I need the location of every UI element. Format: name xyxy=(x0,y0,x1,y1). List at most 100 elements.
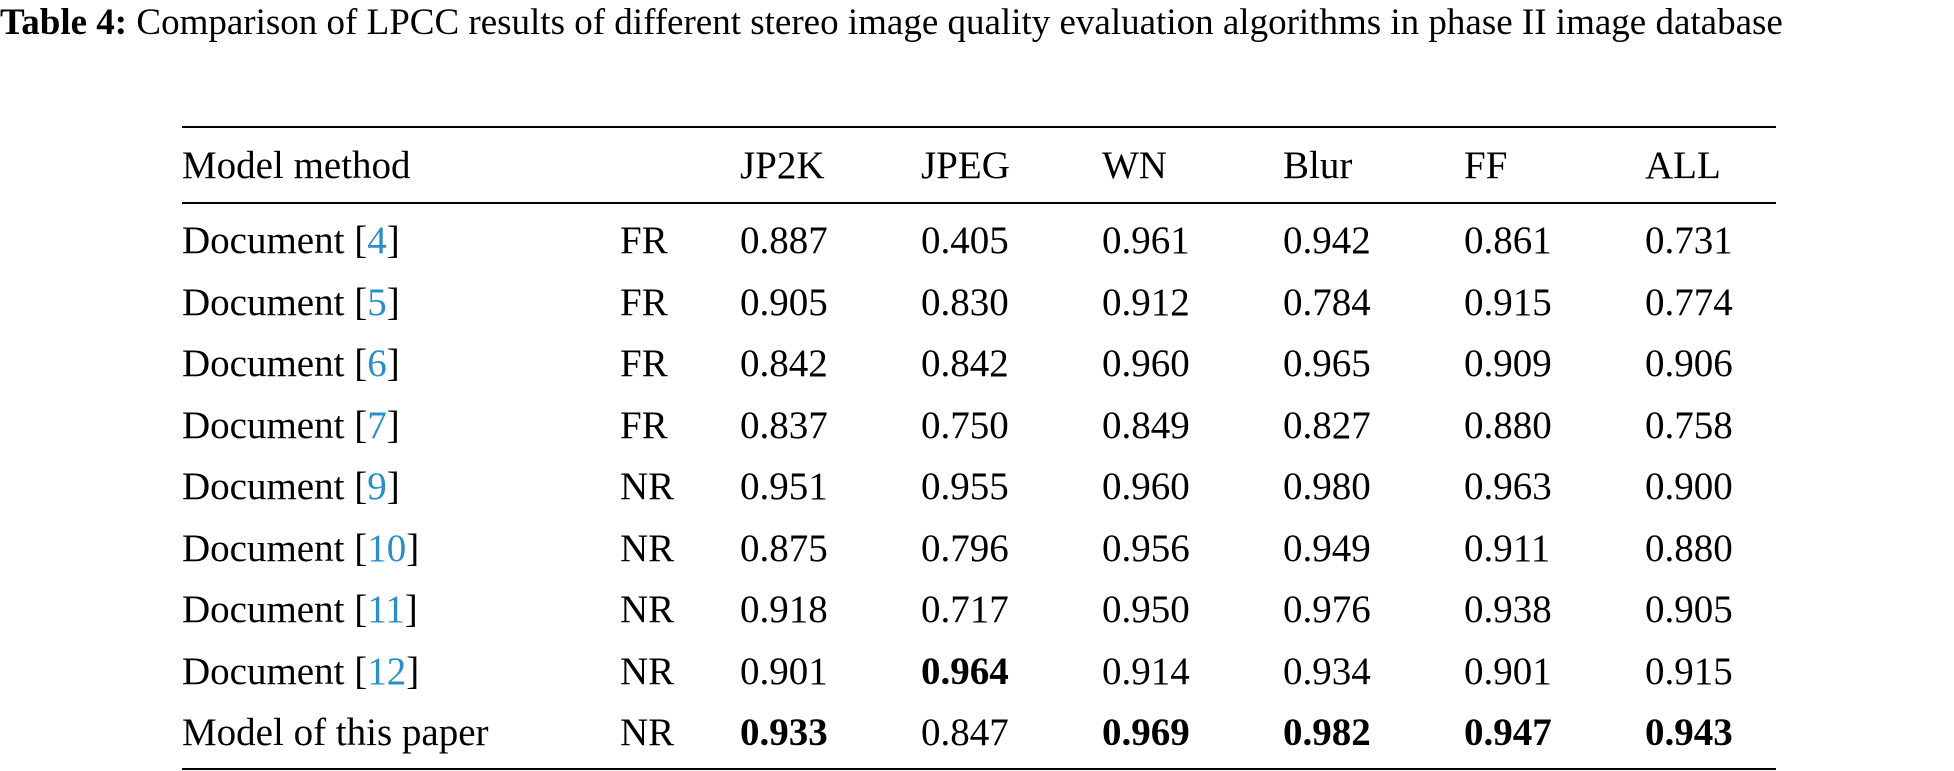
value-cell-jpeg: 0.750 xyxy=(921,403,1009,447)
value-cell-wn: 0.914 xyxy=(1102,649,1190,693)
citation-bracket-open: [ xyxy=(354,649,368,693)
citation-bracket-open: [ xyxy=(354,219,368,263)
citation-bracket-open: [ xyxy=(354,280,368,324)
model-method-cell: Document [11] xyxy=(182,579,620,641)
model-method-name: Document xyxy=(182,342,355,386)
header-jpeg: JPEG xyxy=(921,143,1010,187)
value-cell-wn: 0.950 xyxy=(1102,588,1190,632)
reference-type-cell: FR xyxy=(620,219,668,263)
table-row: Document [12] NR 0.901 0.964 0.914 0.934 0.901… xyxy=(182,641,1776,703)
reference-type-cell: FR xyxy=(620,403,668,447)
citation-bracket-close: ] xyxy=(386,219,400,263)
reference-type-cell: NR xyxy=(620,526,675,570)
model-method-name: Document xyxy=(182,588,355,632)
header-ff: FF xyxy=(1464,143,1508,187)
value-cell-jp2k: 0.918 xyxy=(740,588,828,632)
value-cell-jp2k: 0.837 xyxy=(740,403,828,447)
table-row: Document [7] FR 0.837 0.750 0.849 0.827 0.880 0… xyxy=(182,395,1776,457)
table-row: Document [10] NR 0.875 0.796 0.956 0.949 0.911… xyxy=(182,518,1776,580)
reference-type-cell: FR xyxy=(620,342,668,386)
citation-link[interactable]: 9 xyxy=(367,465,387,509)
citation-link[interactable]: 4 xyxy=(367,219,387,263)
value-cell-jp2k: 0.842 xyxy=(740,342,828,386)
value-cell-jp2k: 0.933 xyxy=(740,711,828,755)
value-cell-jp2k: 0.887 xyxy=(740,219,828,263)
value-cell-wn: 0.960 xyxy=(1102,465,1190,509)
value-cell-ff: 0.963 xyxy=(1464,465,1552,509)
value-cell-blur: 0.980 xyxy=(1283,465,1371,509)
value-cell-ff: 0.915 xyxy=(1464,280,1552,324)
citation-bracket-close: ] xyxy=(406,649,420,693)
citation-link[interactable]: 10 xyxy=(367,526,407,570)
value-cell-all: 0.906 xyxy=(1645,342,1733,386)
citation-bracket-close: ] xyxy=(404,588,418,632)
value-cell-jpeg: 0.955 xyxy=(921,465,1009,509)
results-table: Model method JP2K JPEG WN Blur FF ALL Do… xyxy=(182,126,1776,770)
citation-link[interactable]: 12 xyxy=(367,649,407,693)
caption-text: Comparison of LPCC results of different … xyxy=(127,2,1783,43)
value-cell-jp2k: 0.875 xyxy=(740,526,828,570)
table-header: Model method JP2K JPEG WN Blur FF ALL xyxy=(182,127,1776,203)
citation-bracket-close: ] xyxy=(386,465,400,509)
value-cell-blur: 0.982 xyxy=(1283,711,1371,755)
citation-bracket-open: [ xyxy=(354,588,368,632)
value-cell-jpeg: 0.717 xyxy=(921,588,1009,632)
value-cell-jp2k: 0.901 xyxy=(740,649,828,693)
value-cell-jpeg: 0.796 xyxy=(921,526,1009,570)
reference-type-cell: NR xyxy=(620,588,675,632)
value-cell-all: 0.774 xyxy=(1645,280,1733,324)
table-row: Document [5] FR 0.905 0.830 0.912 0.784 0.915 0… xyxy=(182,272,1776,334)
header-model-method: Model method xyxy=(182,143,411,187)
table-row: Document [4] FR 0.887 0.405 0.961 0.942 0.861 0… xyxy=(182,203,1776,272)
header-wn: WN xyxy=(1102,143,1167,187)
model-method-cell: Document [9] xyxy=(182,456,620,518)
value-cell-jpeg: 0.964 xyxy=(921,649,1009,693)
model-method-name: Document xyxy=(182,649,355,693)
value-cell-all: 0.905 xyxy=(1645,588,1733,632)
table-row: Model of this paper NR 0.933 0.847 0.969 0.98… xyxy=(182,702,1776,769)
model-method-name: Document xyxy=(182,280,355,324)
value-cell-wn: 0.960 xyxy=(1102,342,1190,386)
table-body: Document [4] FR 0.887 0.405 0.961 0.942 0.861 0… xyxy=(182,203,1776,769)
reference-type-cell: NR xyxy=(620,711,675,755)
model-method-name: Document xyxy=(182,465,355,509)
value-cell-wn: 0.849 xyxy=(1102,403,1190,447)
table-row: Document [6] FR 0.842 0.842 0.960 0.965 0.909 0… xyxy=(182,333,1776,395)
citation-link[interactable]: 7 xyxy=(367,403,387,447)
value-cell-ff: 0.861 xyxy=(1464,219,1552,263)
reference-type-cell: NR xyxy=(620,465,675,509)
model-method-cell: Document [5] xyxy=(182,272,620,334)
citation-bracket-open: [ xyxy=(354,403,368,447)
value-cell-ff: 0.901 xyxy=(1464,649,1552,693)
model-method-cell: Document [7] xyxy=(182,395,620,457)
value-cell-blur: 0.976 xyxy=(1283,588,1371,632)
value-cell-blur: 0.827 xyxy=(1283,403,1371,447)
value-cell-all: 0.915 xyxy=(1645,649,1733,693)
citation-bracket-close: ] xyxy=(386,280,400,324)
model-method-cell: Document [6] xyxy=(182,333,620,395)
value-cell-jp2k: 0.905 xyxy=(740,280,828,324)
value-cell-all: 0.731 xyxy=(1645,219,1733,263)
value-cell-all: 0.943 xyxy=(1645,711,1733,755)
model-method-cell: Document [12] xyxy=(182,641,620,703)
value-cell-ff: 0.938 xyxy=(1464,588,1552,632)
table-row: Document [11] NR 0.918 0.717 0.950 0.976 0.938… xyxy=(182,579,1776,641)
value-cell-all: 0.900 xyxy=(1645,465,1733,509)
reference-type-cell: FR xyxy=(620,280,668,324)
citation-link[interactable]: 6 xyxy=(367,342,387,386)
header-type xyxy=(620,127,740,203)
table-caption: Table 4: Comparison of LPCC results of d… xyxy=(0,0,1954,46)
value-cell-ff: 0.880 xyxy=(1464,403,1552,447)
model-method-cell: Document [4] xyxy=(182,203,620,272)
model-method-name: Document xyxy=(182,219,355,263)
value-cell-blur: 0.949 xyxy=(1283,526,1371,570)
model-method-cell: Model of this paper xyxy=(182,702,620,769)
value-cell-blur: 0.965 xyxy=(1283,342,1371,386)
value-cell-jpeg: 0.847 xyxy=(921,711,1009,755)
value-cell-ff: 0.911 xyxy=(1464,526,1551,570)
citation-link[interactable]: 5 xyxy=(367,280,387,324)
citation-bracket-close: ] xyxy=(386,342,400,386)
citation-link[interactable]: 11 xyxy=(367,588,405,632)
value-cell-blur: 0.784 xyxy=(1283,280,1371,324)
value-cell-jpeg: 0.842 xyxy=(921,342,1009,386)
